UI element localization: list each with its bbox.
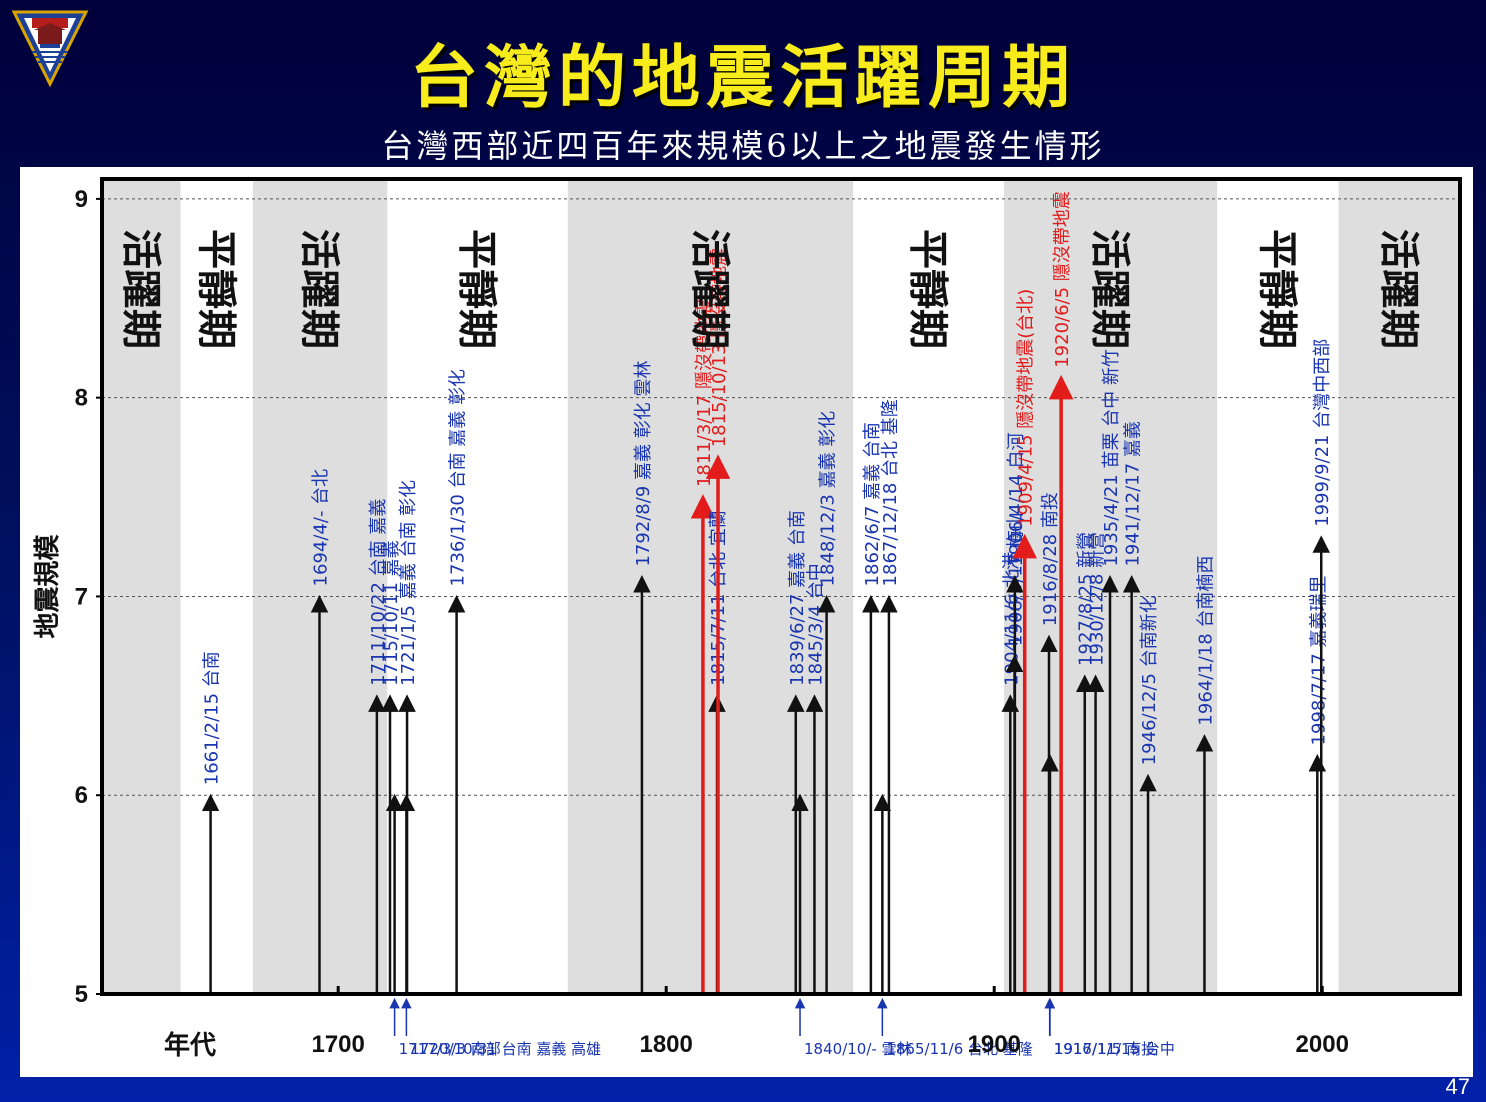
event-label: 1811/3/17 隱沒帶地震 xyxy=(694,299,715,487)
period-label: 平靜期 xyxy=(193,229,240,349)
event-label: 1916/8/28 南投 xyxy=(1040,492,1061,626)
y-tick-label: 5 xyxy=(75,981,88,1008)
slide-title: 台灣的地震活躍周期 xyxy=(409,38,1076,118)
event-label: 1661/2/15 台南 xyxy=(202,651,223,785)
event-label: 1694/4/- 台北 xyxy=(310,469,331,587)
plot-frame xyxy=(100,177,1462,996)
y-axis-title: 地震規模 xyxy=(33,534,63,639)
y-tick-label: 9 xyxy=(75,186,88,213)
event-label: 1920/6/5 隱沒帶地震 xyxy=(1052,191,1073,368)
event-label: 1839/6/27 嘉義 台南 xyxy=(787,510,808,686)
event-label: 1935/4/21 苗栗 台中 新竹 xyxy=(1101,349,1122,566)
event-label: 1711/10/22 台南 嘉義 xyxy=(368,499,389,686)
period-label: 平靜期 xyxy=(905,229,952,349)
event-label: 1999/9/21 台灣中西部 xyxy=(1312,339,1333,527)
y-tick-label: 8 xyxy=(75,385,88,412)
event-label: 1865/11/6 台北 基隆 xyxy=(886,1040,1032,1058)
event-label: 1964/1/18 台南楠西 xyxy=(1195,556,1216,726)
x-tick-label: 1800 xyxy=(639,1031,692,1058)
period-label: 平靜期 xyxy=(1254,229,1301,349)
event-label: 1792/8/9 嘉義 彰化 雲林 xyxy=(633,361,654,567)
x-tick-label: 1700 xyxy=(311,1031,364,1058)
period-label: 活躍期 xyxy=(1375,229,1422,349)
event-label: 1715/10/11 嘉義 xyxy=(381,540,402,685)
event-label: 1815/10/13 隱沒帶地震 xyxy=(709,248,730,447)
event-label: 1845/3/4 台中 xyxy=(805,563,826,686)
event-label: 1930/12/8 新營 xyxy=(1087,532,1108,666)
event-label: 1917/1/5 南投 xyxy=(1054,1040,1156,1058)
period-label: 活躍期 xyxy=(1087,229,1134,349)
period-label: 活躍期 xyxy=(296,229,343,349)
event-label: 1946/12/5 台南新化 xyxy=(1139,595,1160,765)
page-number: 47 xyxy=(1445,1074,1470,1099)
x-tick-label: 1900 xyxy=(968,1031,1021,1058)
period-band-active xyxy=(1338,179,1460,994)
event-label: 1840/10/- 雲林 xyxy=(804,1040,912,1058)
event-label: 1721/1/5 嘉義 台南 彰化 xyxy=(398,480,419,686)
event-label: 1736/1/30 台南 嘉義 彰化 xyxy=(448,369,469,586)
event-label: 1717/3/3 南部 xyxy=(399,1040,501,1058)
period-label: 平靜期 xyxy=(454,229,501,349)
event-label: 1867/12/18 台北 基隆 xyxy=(880,399,901,586)
period-band-quiet xyxy=(180,179,253,994)
event-label: 1916/11/15 台中 xyxy=(1054,1040,1175,1058)
period-band-quiet xyxy=(853,179,1005,994)
event-label: 1906/4/14 白河 xyxy=(1006,433,1027,567)
x-tick-label: 2000 xyxy=(1296,1031,1349,1058)
event-label: 1909/4/15 隱沒帶地震(台北) xyxy=(1016,289,1037,527)
period-band-active xyxy=(567,179,854,994)
period-label: 活躍期 xyxy=(117,229,164,349)
period-label: 活躍期 xyxy=(686,229,733,349)
event-label: 1720/10/31 台南 嘉義 高雄 xyxy=(410,1040,601,1058)
event-label: 1941/12/17 嘉義 xyxy=(1123,421,1144,566)
y-tick-label: 7 xyxy=(75,583,88,610)
period-labels: 活躍期 平靜期 活躍期 平靜期 活躍期 平靜期 活躍期 平靜期 活躍期 xyxy=(117,229,1422,349)
event-label: 1862/6/7 嘉義 台南 xyxy=(862,422,883,586)
x-axis-title: 年代 xyxy=(164,1030,216,1061)
event-label: 1848/12/3 嘉義 彰化 xyxy=(818,411,839,587)
grid-lines xyxy=(102,198,1460,796)
event-label: 1927/8/25 新營 xyxy=(1076,532,1097,666)
y-tick-label: 6 xyxy=(75,782,88,809)
period-band-active xyxy=(102,179,181,994)
slide-subtitle: 台灣西部近四百年來規模6以上之地震發生情形 xyxy=(381,127,1105,165)
university-seal-icon xyxy=(11,10,89,88)
event-label: 1998/7/17 嘉義瑞里 xyxy=(1308,575,1329,745)
period-bands xyxy=(102,179,1460,994)
period-band-quiet xyxy=(387,179,568,994)
